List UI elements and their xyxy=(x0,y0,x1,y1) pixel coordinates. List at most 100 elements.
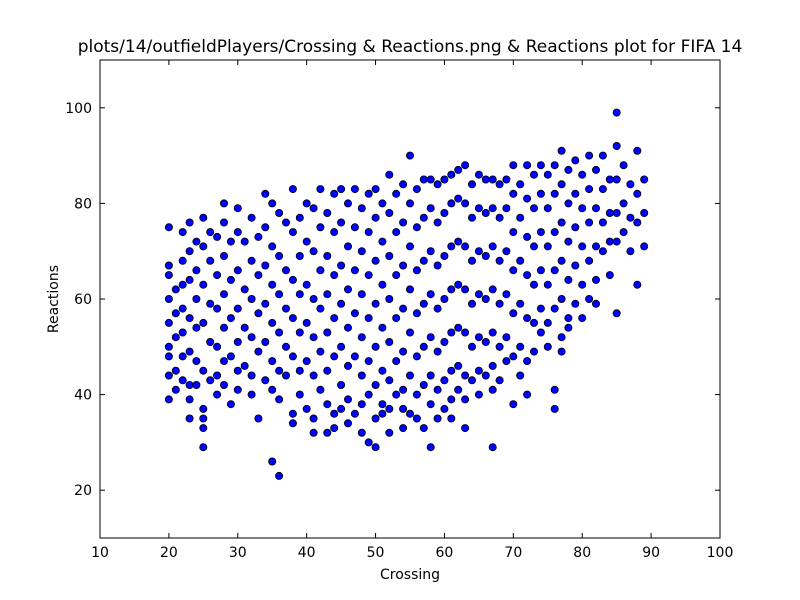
chart-title: plots/14/outfieldPlayers/Crossing & Reac… xyxy=(78,37,743,57)
data-point xyxy=(357,371,366,380)
data-point xyxy=(605,208,614,217)
data-point xyxy=(343,361,352,370)
data-point xyxy=(302,404,311,413)
data-point xyxy=(399,261,408,270)
data-point xyxy=(592,204,601,213)
data-point xyxy=(337,342,346,351)
data-point xyxy=(275,395,284,404)
data-point xyxy=(543,170,552,179)
data-point xyxy=(378,199,387,208)
data-point xyxy=(261,261,270,270)
data-point xyxy=(605,271,614,280)
data-point xyxy=(612,141,621,150)
data-point xyxy=(185,395,194,404)
data-point xyxy=(309,428,318,437)
data-point xyxy=(309,414,318,423)
data-point xyxy=(516,342,525,351)
data-point xyxy=(178,352,187,361)
data-point xyxy=(199,404,208,413)
data-point xyxy=(557,180,566,189)
data-point xyxy=(350,409,359,418)
data-point xyxy=(488,285,497,294)
data-point xyxy=(557,347,566,356)
data-point xyxy=(288,352,297,361)
data-point xyxy=(316,304,325,313)
data-point xyxy=(447,328,456,337)
data-point xyxy=(385,251,394,260)
data-point xyxy=(357,247,366,256)
data-point xyxy=(350,352,359,361)
data-point xyxy=(399,385,408,394)
data-point xyxy=(261,189,270,198)
data-point xyxy=(254,232,263,241)
y-tick-label: 80 xyxy=(74,196,92,212)
data-point xyxy=(502,247,511,256)
data-point xyxy=(323,290,332,299)
data-point xyxy=(412,266,421,275)
data-point xyxy=(343,285,352,294)
data-point xyxy=(213,390,222,399)
data-point xyxy=(185,247,194,256)
data-point xyxy=(550,228,559,237)
x-axis-label: Crossing xyxy=(380,567,440,583)
y-tick-label: 100 xyxy=(65,101,92,117)
data-point xyxy=(164,271,173,280)
data-point xyxy=(550,189,559,198)
data-point xyxy=(323,251,332,260)
data-point xyxy=(474,390,483,399)
data-point xyxy=(337,380,346,389)
data-point xyxy=(502,290,511,299)
data-point xyxy=(330,189,339,198)
data-point xyxy=(399,304,408,313)
data-point xyxy=(192,237,201,246)
data-point xyxy=(543,204,552,213)
data-point xyxy=(171,366,180,375)
data-point xyxy=(385,376,394,385)
data-point xyxy=(199,213,208,222)
data-point xyxy=(213,342,222,351)
data-point xyxy=(419,342,428,351)
data-point xyxy=(302,357,311,366)
data-point xyxy=(392,189,401,198)
data-point xyxy=(213,304,222,313)
data-point xyxy=(385,337,394,346)
data-point xyxy=(474,247,483,256)
data-point xyxy=(219,290,228,299)
data-point xyxy=(240,361,249,370)
data-point xyxy=(405,199,414,208)
data-point xyxy=(233,304,242,313)
data-point xyxy=(378,237,387,246)
data-point xyxy=(564,199,573,208)
data-point xyxy=(392,228,401,237)
data-point xyxy=(543,242,552,251)
data-point xyxy=(357,400,366,409)
data-point xyxy=(178,304,187,313)
data-point xyxy=(330,352,339,361)
data-point xyxy=(164,395,173,404)
data-point xyxy=(185,414,194,423)
data-point xyxy=(564,237,573,246)
x-tick-label: 10 xyxy=(91,545,109,561)
data-point xyxy=(199,318,208,327)
data-point xyxy=(461,199,470,208)
data-point xyxy=(516,180,525,189)
data-point xyxy=(247,333,256,342)
data-point xyxy=(164,223,173,232)
data-point xyxy=(530,280,539,289)
data-point xyxy=(502,333,511,342)
data-point xyxy=(295,251,304,260)
data-point xyxy=(447,199,456,208)
data-point xyxy=(488,328,497,337)
data-point xyxy=(502,175,511,184)
data-point xyxy=(337,404,346,413)
data-point xyxy=(447,414,456,423)
data-point xyxy=(516,213,525,222)
y-tick-label: 20 xyxy=(74,483,92,499)
data-point xyxy=(502,357,511,366)
data-point xyxy=(598,151,607,160)
x-tick-label: 80 xyxy=(573,545,591,561)
data-point xyxy=(495,256,504,265)
data-point xyxy=(268,242,277,251)
data-point xyxy=(206,376,215,385)
data-point xyxy=(412,185,421,194)
